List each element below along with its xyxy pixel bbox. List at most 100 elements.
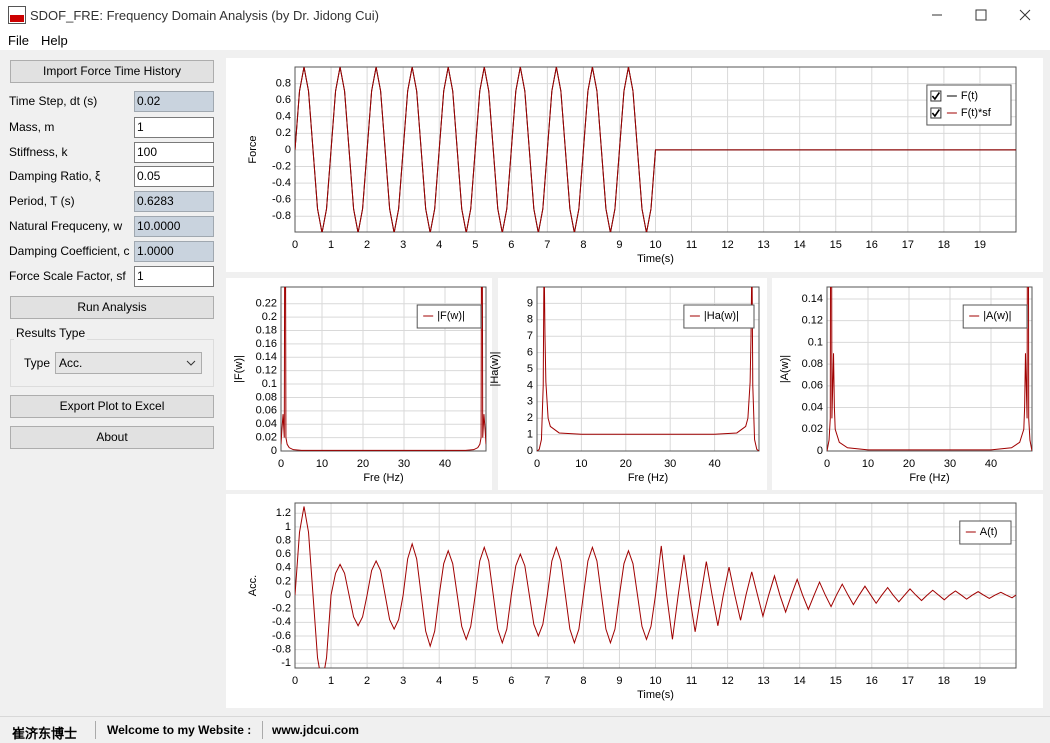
x-tick-label: 40 [708, 458, 720, 470]
y-tick-label: 0.2 [262, 311, 277, 323]
status-bar: 崔济东博士 Welcome to my Website : www.jdcui.… [0, 716, 1050, 743]
y-tick-label: -0.4 [272, 616, 291, 628]
y-tick-label: 0.02 [802, 423, 823, 435]
x-tick-label: 0 [824, 458, 830, 470]
x-tick-label: 0 [292, 675, 298, 687]
x-tick-label: 3 [400, 239, 406, 251]
x-tick-label: 2 [364, 675, 370, 687]
legend-label: |A(w)| [983, 310, 1011, 322]
x-tick-label: 14 [794, 675, 806, 687]
y-tick-label: 0.06 [256, 405, 277, 417]
x-tick-label: 10 [575, 458, 587, 470]
menu-item[interactable]: Help [41, 33, 68, 48]
field-label: Force Scale Factor, sf [9, 269, 126, 283]
y-tick-label: 0 [817, 445, 823, 457]
legend-box [959, 520, 1012, 545]
y-tick-label: 0.02 [256, 432, 277, 444]
x-axis-title: Fre (Hz) [628, 472, 668, 484]
y-tick-label: 0.14 [802, 293, 823, 305]
x-tick-label: 0 [534, 458, 540, 470]
legend-checkbox [930, 107, 942, 119]
legend-label: |Ha(w)| [704, 310, 739, 322]
x-tick-label: 4 [436, 239, 442, 251]
type-select[interactable]: Acc. [55, 352, 202, 374]
y-tick-label: 0.16 [256, 338, 277, 350]
x-tick-label: 16 [866, 239, 878, 251]
window-controls[interactable] [910, 0, 1050, 30]
y-axis-title: Acc. [247, 575, 259, 596]
field-label: Time Step, dt (s) [9, 94, 98, 108]
x-tick-label: 4 [436, 675, 442, 687]
y-tick-label: 9 [527, 297, 533, 309]
x-tick-label: 12 [721, 239, 733, 251]
type-label: Type [24, 356, 51, 370]
legend-label: A(t) [980, 526, 998, 538]
x-tick-label: 30 [944, 458, 956, 470]
field-input: 0.02 [134, 91, 214, 112]
y-tick-label: 0 [285, 144, 291, 156]
y-axis-title: |A(w)| [779, 355, 791, 383]
data-line [295, 506, 1016, 668]
x-tick-label: 3 [400, 675, 406, 687]
field-input[interactable]: 0.05 [134, 166, 214, 187]
y-tick-label: -1 [281, 657, 291, 669]
field-input[interactable]: 1 [134, 117, 214, 138]
y-axis-title: Force [247, 135, 259, 163]
y-tick-label: 0.8 [276, 534, 291, 546]
field-input[interactable]: 100 [134, 142, 214, 163]
x-tick-label: 1 [328, 239, 334, 251]
y-axis-title: |Ha(w)| [489, 351, 501, 386]
x-tick-label: 0 [278, 458, 284, 470]
field-input[interactable]: 1 [134, 266, 214, 287]
x-tick-label: 30 [664, 458, 676, 470]
x-tick-label: 8 [580, 239, 586, 251]
field-input: 1.0000 [134, 241, 214, 262]
y-tick-label: 0.14 [256, 351, 277, 363]
x-tick-label: 17 [902, 239, 914, 251]
x-tick-label: 12 [721, 675, 733, 687]
export-button[interactable]: Export Plot to Excel [10, 395, 214, 418]
group-box [10, 339, 214, 387]
about-button[interactable]: About [10, 426, 214, 449]
status-link[interactable]: www.jdcui.com [272, 723, 359, 737]
run-button[interactable]: Run Analysis [10, 296, 214, 319]
x-tick-label: 15 [830, 239, 842, 251]
import-button[interactable]: Import Force Time History [10, 60, 214, 83]
x-tick-label: 15 [830, 675, 842, 687]
legend-box [683, 304, 755, 329]
group-title: Results Type [14, 326, 88, 340]
x-axis-title: Time(s) [637, 253, 674, 265]
y-tick-label: 0.4 [276, 562, 291, 574]
y-tick-label: -0.6 [272, 630, 291, 642]
x-tick-label: 10 [316, 458, 328, 470]
legend-box [416, 304, 482, 329]
y-tick-label: 0.04 [802, 401, 823, 413]
x-tick-label: 11 [686, 675, 697, 687]
y-tick-label: -0.8 [272, 643, 291, 655]
x-tick-label: 7 [544, 239, 550, 251]
x-tick-label: 8 [580, 675, 586, 687]
x-tick-label: 6 [508, 675, 514, 687]
x-axis-title: Time(s) [637, 689, 674, 701]
field-input: 10.0000 [134, 216, 214, 237]
y-tick-label: 4 [527, 379, 533, 391]
data-line [281, 287, 486, 451]
plot-border [294, 502, 1017, 669]
check-mark [931, 109, 941, 118]
y-tick-label: -0.2 [272, 160, 291, 172]
x-tick-label: 9 [616, 675, 622, 687]
x-tick-label: 20 [357, 458, 369, 470]
chevron [186, 360, 196, 366]
legend-label: |F(w)| [437, 310, 465, 322]
legend-label: F(t) [961, 90, 978, 102]
x-tick-label: 14 [794, 239, 806, 251]
y-tick-label: 0.2 [276, 575, 291, 587]
x-tick-label: 40 [985, 458, 997, 470]
field-label: Mass, m [9, 120, 55, 134]
x-tick-label: 19 [974, 675, 986, 687]
plot-border [280, 286, 487, 452]
menu-item[interactable]: File [8, 33, 29, 48]
y-tick-label: -0.4 [272, 177, 291, 189]
field-label: Damping Ratio, ξ [9, 169, 101, 183]
